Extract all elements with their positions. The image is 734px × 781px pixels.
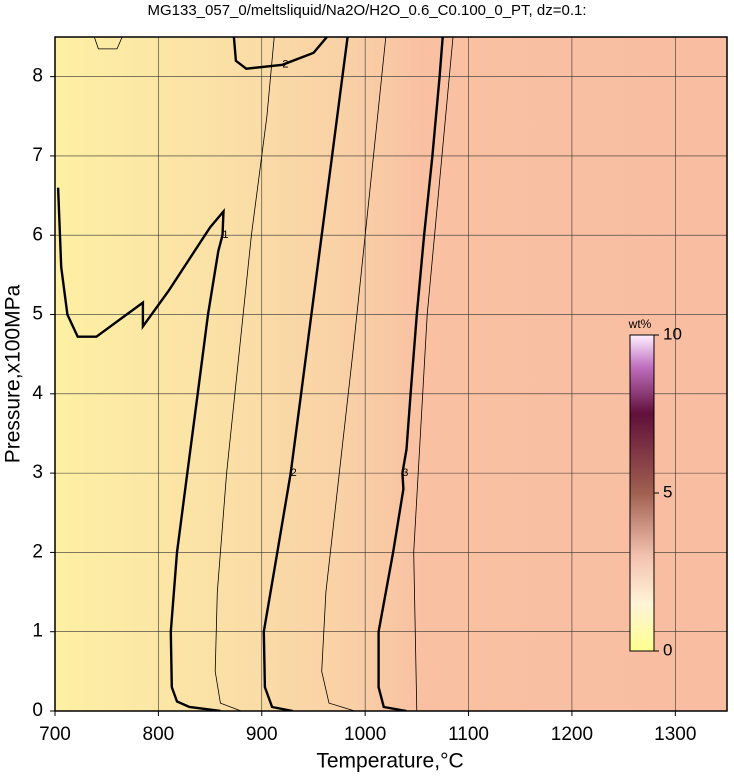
y-tick-label: 2 — [32, 541, 43, 562]
grid — [54, 37, 727, 712]
x-tick-label: 700 — [39, 724, 71, 745]
plot-background — [55, 37, 727, 711]
contour-line — [321, 37, 387, 711]
contours — [56, 37, 454, 711]
colorbar-tick-label: 0 — [663, 640, 672, 659]
y-tick-label: 4 — [32, 383, 43, 404]
y-tick-label: 6 — [32, 224, 43, 245]
contour-label: 2 — [291, 467, 297, 479]
x-tick-label: 1200 — [551, 724, 593, 745]
colorbar — [629, 334, 655, 652]
y-tick-label: 7 — [32, 145, 43, 166]
contour-line — [413, 37, 454, 711]
y-tick-label: 3 — [32, 462, 43, 483]
contour-line — [93, 37, 123, 50]
y-tick-label: 5 — [32, 304, 43, 325]
contour-line — [214, 37, 275, 711]
contour-line — [262, 37, 349, 711]
x-tick-label: 900 — [246, 724, 278, 745]
colorbar-label: wt% — [628, 317, 652, 331]
contour-line — [232, 37, 328, 70]
x-tick-label: 1100 — [448, 724, 489, 745]
contour-line — [377, 37, 444, 711]
colorbar-tick-label: 5 — [663, 482, 672, 501]
chart-title: MG133_057_0/meltsliquid/Na2O/H2O_0.6_C0.… — [147, 2, 586, 19]
x-tick-label: 1000 — [344, 724, 386, 745]
contour-label: 2 — [282, 59, 288, 71]
contour-label: 3 — [402, 467, 408, 479]
contour-line — [56, 187, 225, 711]
contour-label: 1 — [222, 229, 228, 241]
x-tick-label: 1300 — [654, 724, 696, 745]
colorbar-tick-label: 10 — [663, 324, 682, 343]
y-tick-label: 8 — [32, 66, 43, 87]
y-tick-label: 1 — [32, 621, 43, 642]
x-tick-label: 800 — [143, 724, 175, 745]
plot-frame — [54, 36, 728, 712]
y-axis-label: Pressure,x100MPa — [2, 284, 25, 463]
contour-labels: 1 2 2 3 — [222, 59, 408, 479]
x-axis-label: Temperature,°C — [316, 750, 463, 773]
y-tick-label: 0 — [32, 700, 43, 721]
